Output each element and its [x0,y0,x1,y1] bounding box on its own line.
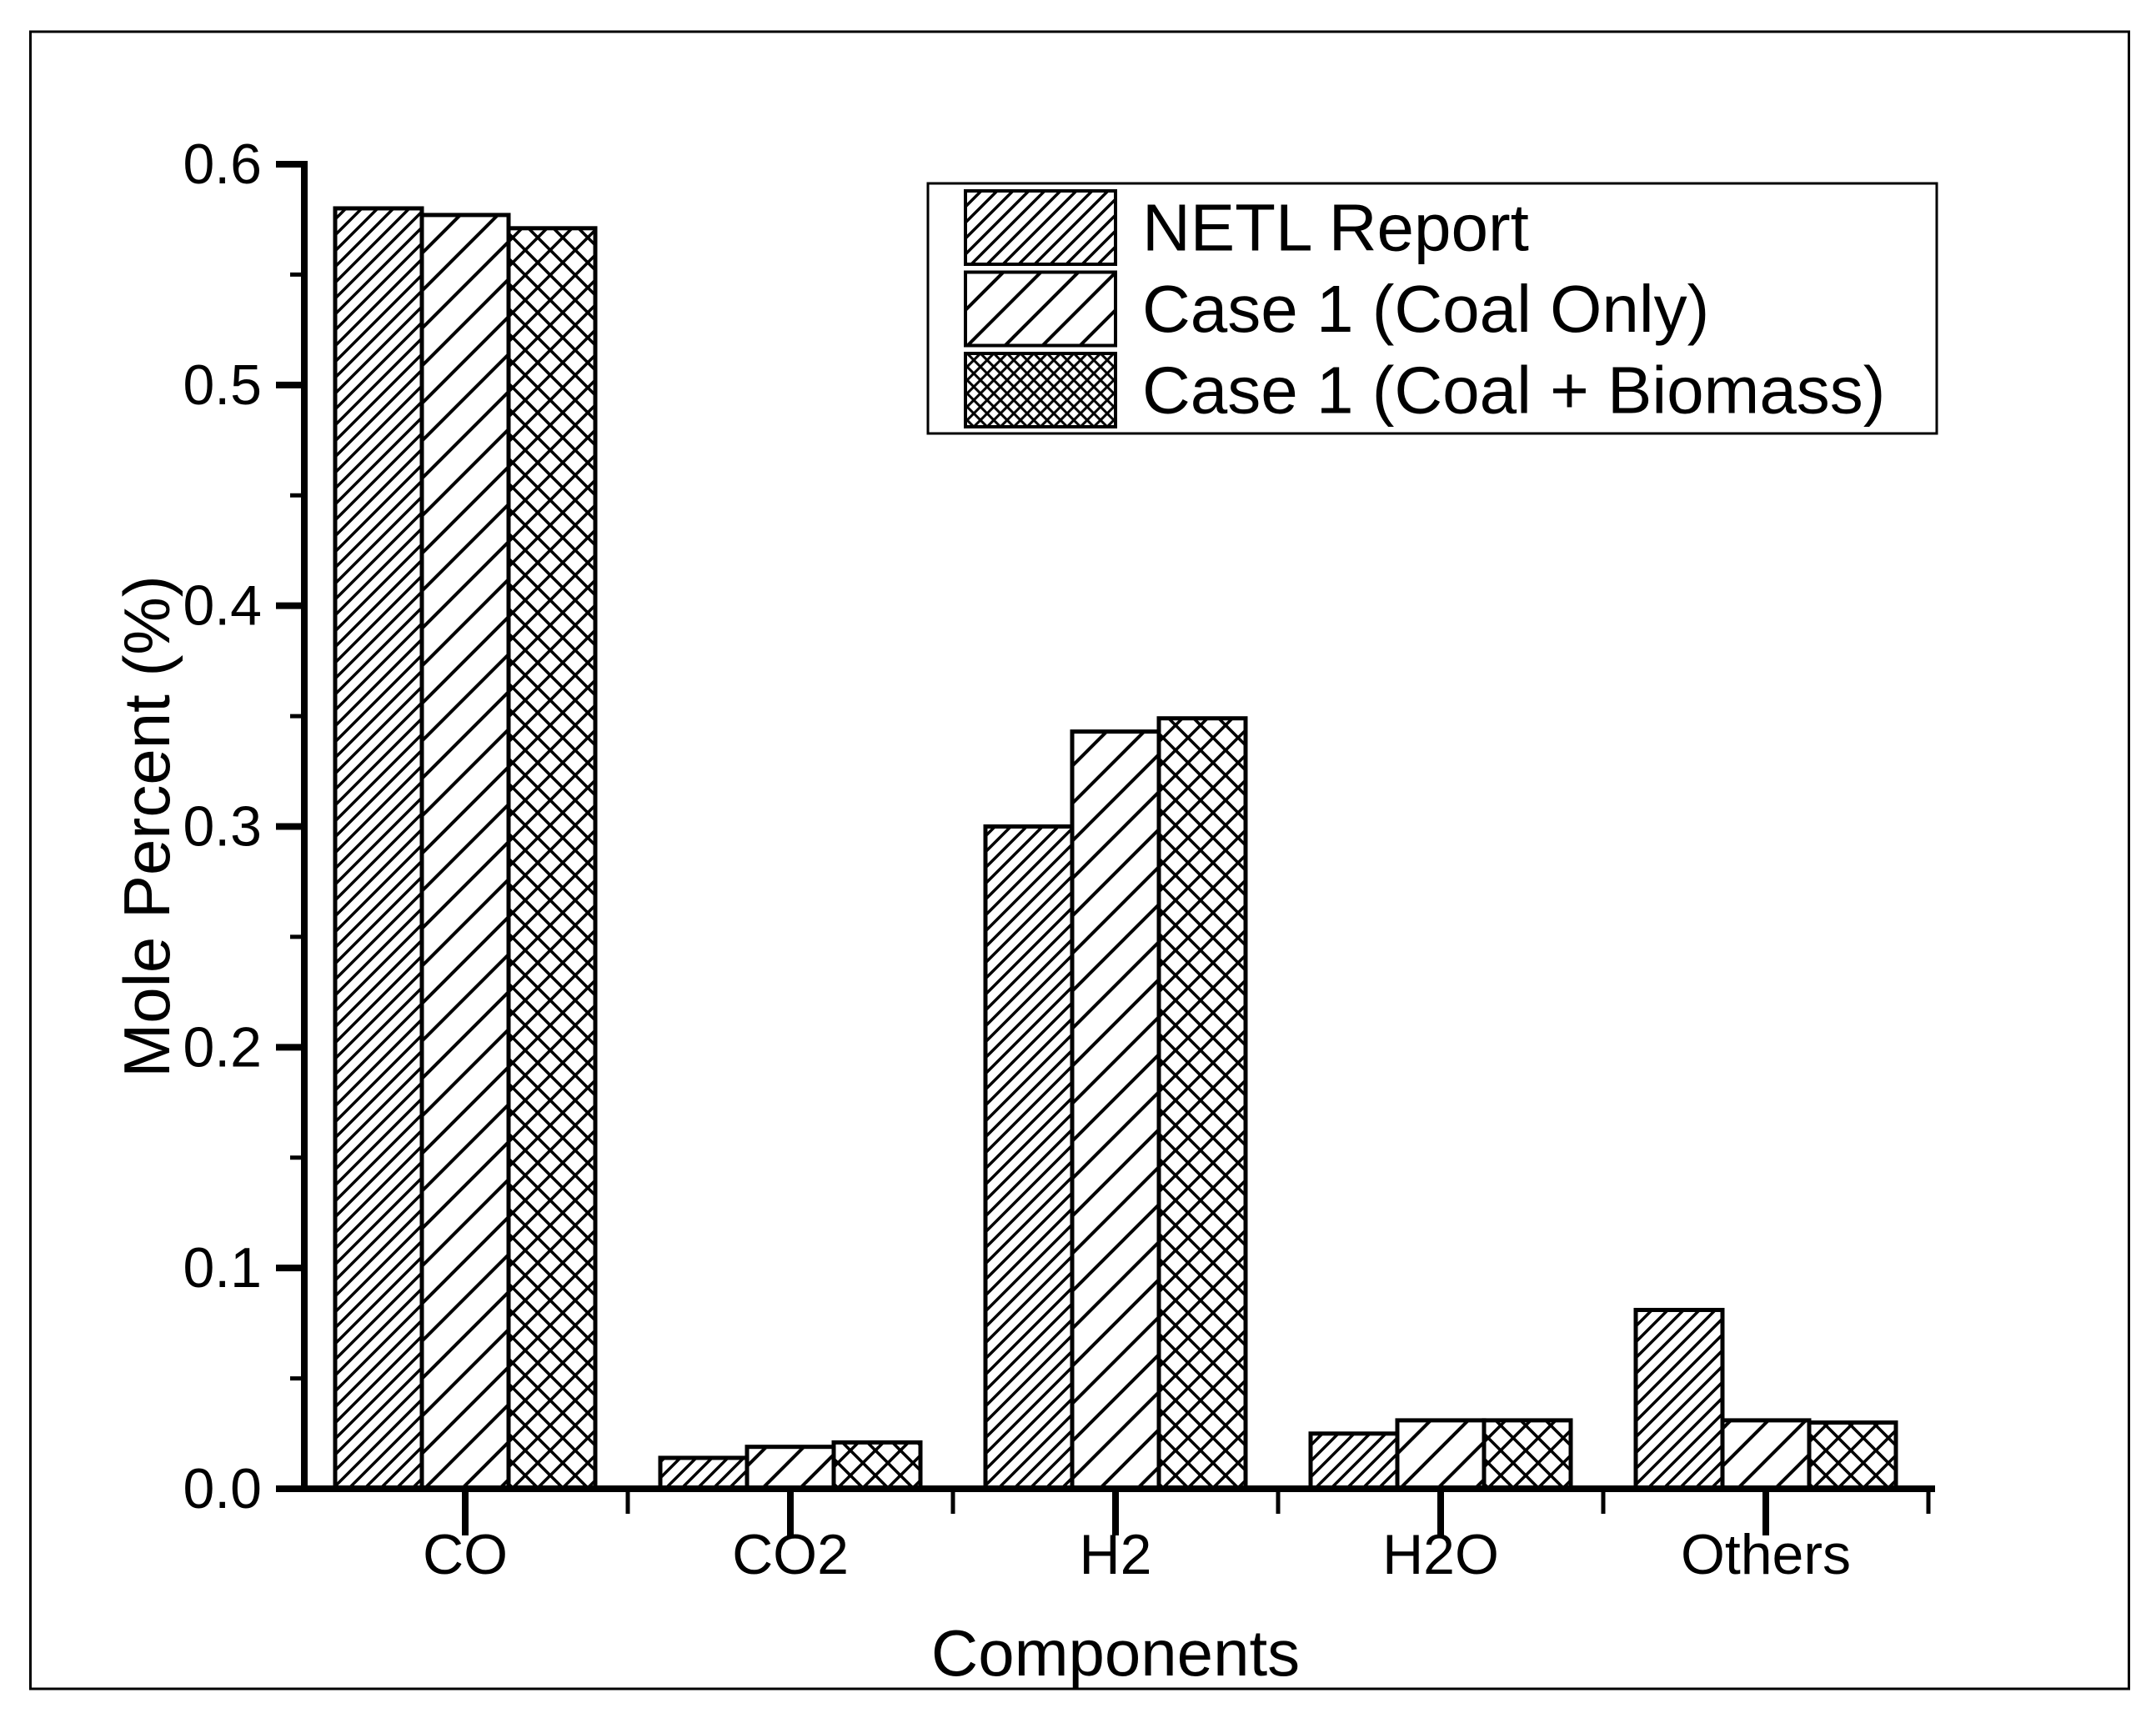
bar-CO2-series3 [831,1440,923,1491]
x-category-label: H2 [1080,1523,1152,1586]
bar-H2O-series1 [1308,1431,1400,1491]
y-axis-title: Mole Percent (%) [110,575,183,1078]
bar-H2O-series2 [1395,1418,1487,1491]
bar-CO-series2 [419,213,511,1491]
bar-CO-series1 [333,206,424,1491]
legend-swatch-dense-diagonal [964,189,1117,266]
bar-CO2-series1 [658,1455,750,1491]
bars-group [333,206,1898,1491]
x-category-label: H2O [1382,1523,1499,1586]
y-tick-label: 0.6 [183,133,262,196]
axes-group: 0.0 0.1 0.2 0.3 0.4 0.5 0.6 CO CO2 H2 H2O Others [183,133,1935,1586]
bar-H2-series3 [1156,716,1248,1491]
x-category-label: Others [1681,1523,1851,1586]
bar-H2O-series3 [1482,1418,1573,1491]
x-category-label: CO2 [732,1523,849,1586]
bar-Others-series1 [1633,1307,1725,1491]
y-tick-label: 0.3 [183,795,262,859]
bar-CO2-series2 [745,1445,836,1491]
y-tick-label: 0.1 [183,1236,262,1300]
bar-H2-series1 [983,824,1075,1491]
bar-Others-series3 [1807,1420,1898,1491]
x-axis-title: Components [931,1616,1300,1690]
legend-swatch-crosshatch [964,352,1117,428]
y-tick-label: 0.5 [183,353,262,417]
legend-label: Case 1 (Coal Only) [1142,272,1709,346]
x-category-label: CO [423,1523,508,1586]
bar-H2-series2 [1070,729,1161,1491]
legend-swatch-sparse-diagonal [964,270,1117,348]
bar-Others-series2 [1720,1418,1812,1491]
bar-CO-series3 [506,226,598,1491]
y-tick-label: 0.0 [183,1457,262,1520]
y-tick-label: 0.2 [183,1015,262,1079]
legend-label: NETL Report [1142,191,1529,265]
figure-border [29,30,2130,1690]
y-tick-label: 0.4 [183,574,262,638]
legend-label: Case 1 (Coal + Biomass) [1142,353,1885,428]
